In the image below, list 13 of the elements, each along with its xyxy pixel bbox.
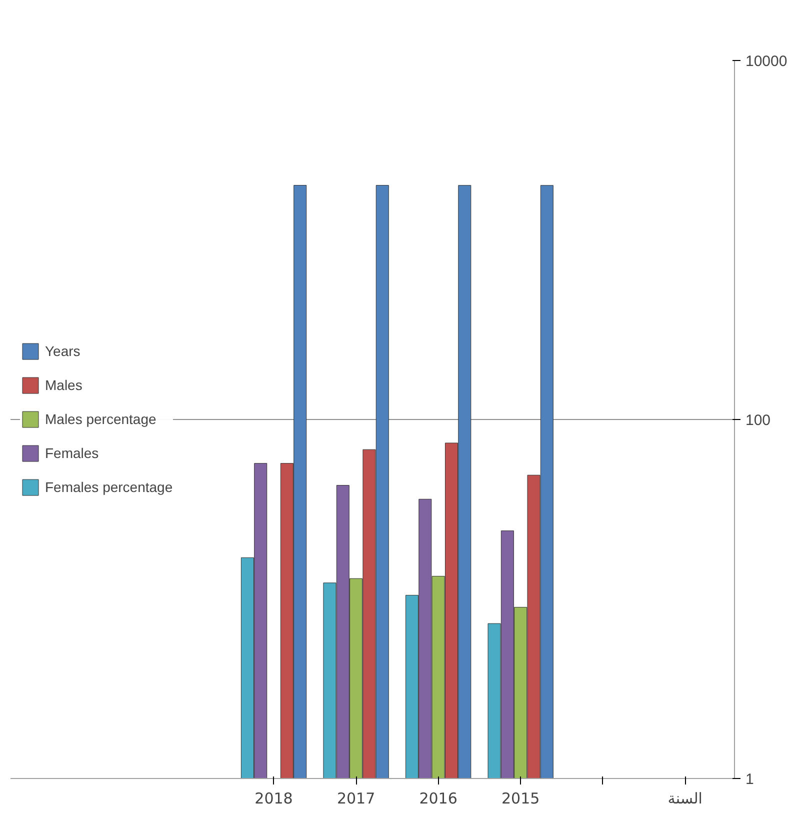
legend-label: Females percentage [45,479,173,495]
y-tick-label: 1 [746,771,754,788]
y-tick-label: 100 [746,412,771,429]
x-tick-label: 2016 [419,790,458,808]
x-tick-label: 2017 [336,790,376,808]
legend-label: Males percentage [45,411,156,427]
x-tick-label: 2018 [254,790,293,808]
legend-label: Years [45,343,80,359]
y-tick-label: 10000 [746,53,788,70]
x-tick-label: 2015 [502,790,540,808]
legend-label: Males [45,377,82,393]
legend-label: Females [45,445,99,461]
x-tick-label: السنة [668,790,702,808]
